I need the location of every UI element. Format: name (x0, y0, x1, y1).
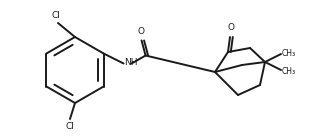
Text: Cl: Cl (52, 11, 60, 20)
Text: CH₃: CH₃ (282, 48, 296, 58)
Text: Cl: Cl (66, 122, 74, 131)
Text: CH₃: CH₃ (282, 66, 296, 75)
Text: O: O (228, 23, 234, 32)
Text: NH: NH (125, 58, 138, 67)
Text: O: O (137, 26, 144, 36)
